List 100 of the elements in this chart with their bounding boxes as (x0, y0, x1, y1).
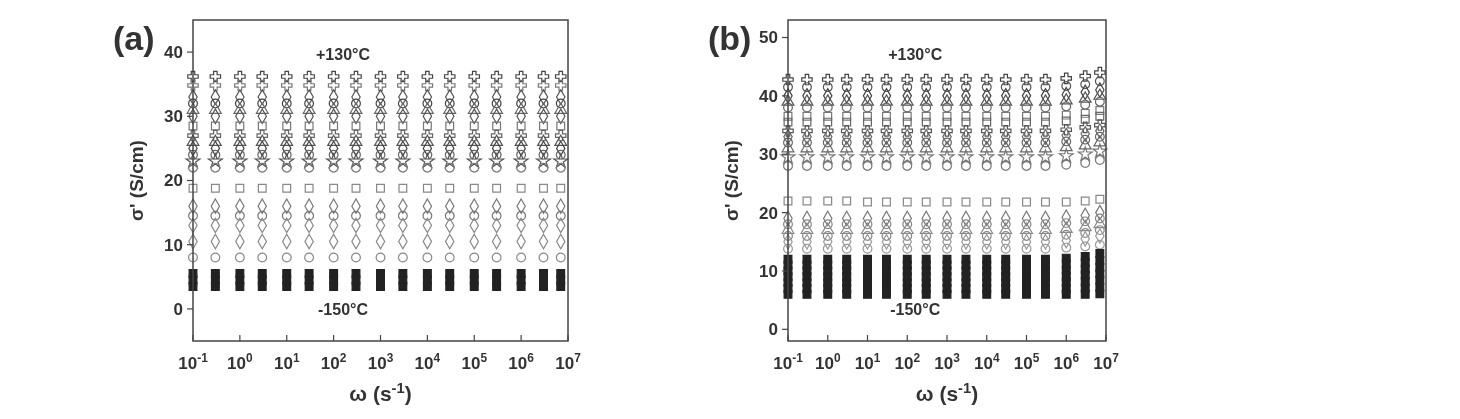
point (1000, 82, 1011, 93)
point (862, 230, 873, 241)
point (375, 210, 386, 221)
point (1021, 102, 1032, 113)
point (397, 79, 409, 92)
point (902, 243, 913, 254)
point (444, 210, 455, 221)
point (881, 137, 892, 148)
point (999, 94, 1013, 106)
point (919, 141, 933, 153)
point (351, 98, 361, 109)
point (490, 79, 503, 92)
point (783, 196, 793, 206)
point (902, 230, 913, 241)
point (1020, 73, 1033, 86)
y-tick-label: 0 (768, 320, 778, 340)
point (1000, 230, 1011, 241)
point (958, 149, 974, 164)
point (881, 160, 892, 171)
point (188, 149, 198, 160)
point (467, 102, 481, 114)
point (840, 73, 853, 86)
point (961, 137, 971, 148)
point (281, 149, 292, 160)
point (841, 137, 852, 148)
point (782, 125, 794, 137)
point (839, 149, 855, 164)
point (862, 160, 873, 171)
point (1078, 91, 1092, 103)
point (783, 230, 793, 241)
point (304, 281, 314, 291)
point (960, 125, 972, 137)
point (491, 162, 502, 173)
point (921, 102, 932, 113)
point (282, 183, 292, 193)
y-tick-label: 10 (164, 235, 183, 255)
point (802, 160, 812, 171)
point (397, 98, 408, 109)
point (304, 210, 315, 221)
point (802, 219, 812, 230)
point (398, 121, 408, 131)
point (982, 289, 992, 299)
point (257, 183, 267, 193)
point (491, 149, 502, 160)
point (840, 94, 854, 106)
point (921, 117, 931, 127)
point (281, 98, 292, 109)
point (1061, 197, 1071, 207)
y-tick-label: 40 (164, 43, 183, 63)
point (422, 183, 432, 193)
point (1061, 80, 1072, 91)
point (397, 149, 408, 160)
y-tick-label: 10 (759, 261, 778, 281)
point (822, 137, 833, 148)
point (537, 134, 550, 146)
point (980, 73, 993, 86)
point (537, 70, 550, 83)
point (234, 129, 246, 142)
annotation: -150°C (890, 301, 941, 318)
point (980, 141, 994, 153)
point (537, 79, 550, 92)
point (1020, 141, 1033, 153)
point (396, 102, 410, 114)
point (375, 98, 386, 109)
point (1061, 289, 1071, 299)
annotation: +130°C (316, 46, 371, 63)
point (422, 252, 433, 263)
point (420, 134, 434, 146)
point (999, 141, 1013, 153)
point (1000, 243, 1011, 254)
point (351, 210, 361, 221)
point (942, 160, 952, 171)
point (329, 183, 339, 193)
point (234, 149, 245, 160)
point (445, 121, 455, 131)
point (514, 102, 528, 114)
point (328, 252, 339, 263)
point (902, 82, 913, 93)
point (188, 98, 198, 109)
point (1079, 70, 1092, 82)
point (209, 79, 222, 92)
point (902, 117, 912, 127)
point (538, 98, 549, 109)
point (1080, 108, 1090, 118)
point (940, 94, 954, 106)
point (959, 222, 973, 235)
point (1080, 196, 1090, 206)
point (902, 160, 913, 171)
point (841, 160, 852, 171)
x-axis-title: ω (s$^{-1}$) (349, 380, 412, 405)
point (210, 183, 220, 193)
point (1022, 111, 1031, 121)
point (257, 98, 268, 109)
point (981, 137, 992, 148)
point (210, 162, 221, 173)
point (862, 219, 873, 230)
point (821, 94, 835, 106)
point (781, 94, 795, 106)
point (186, 102, 200, 114)
point (961, 160, 971, 171)
